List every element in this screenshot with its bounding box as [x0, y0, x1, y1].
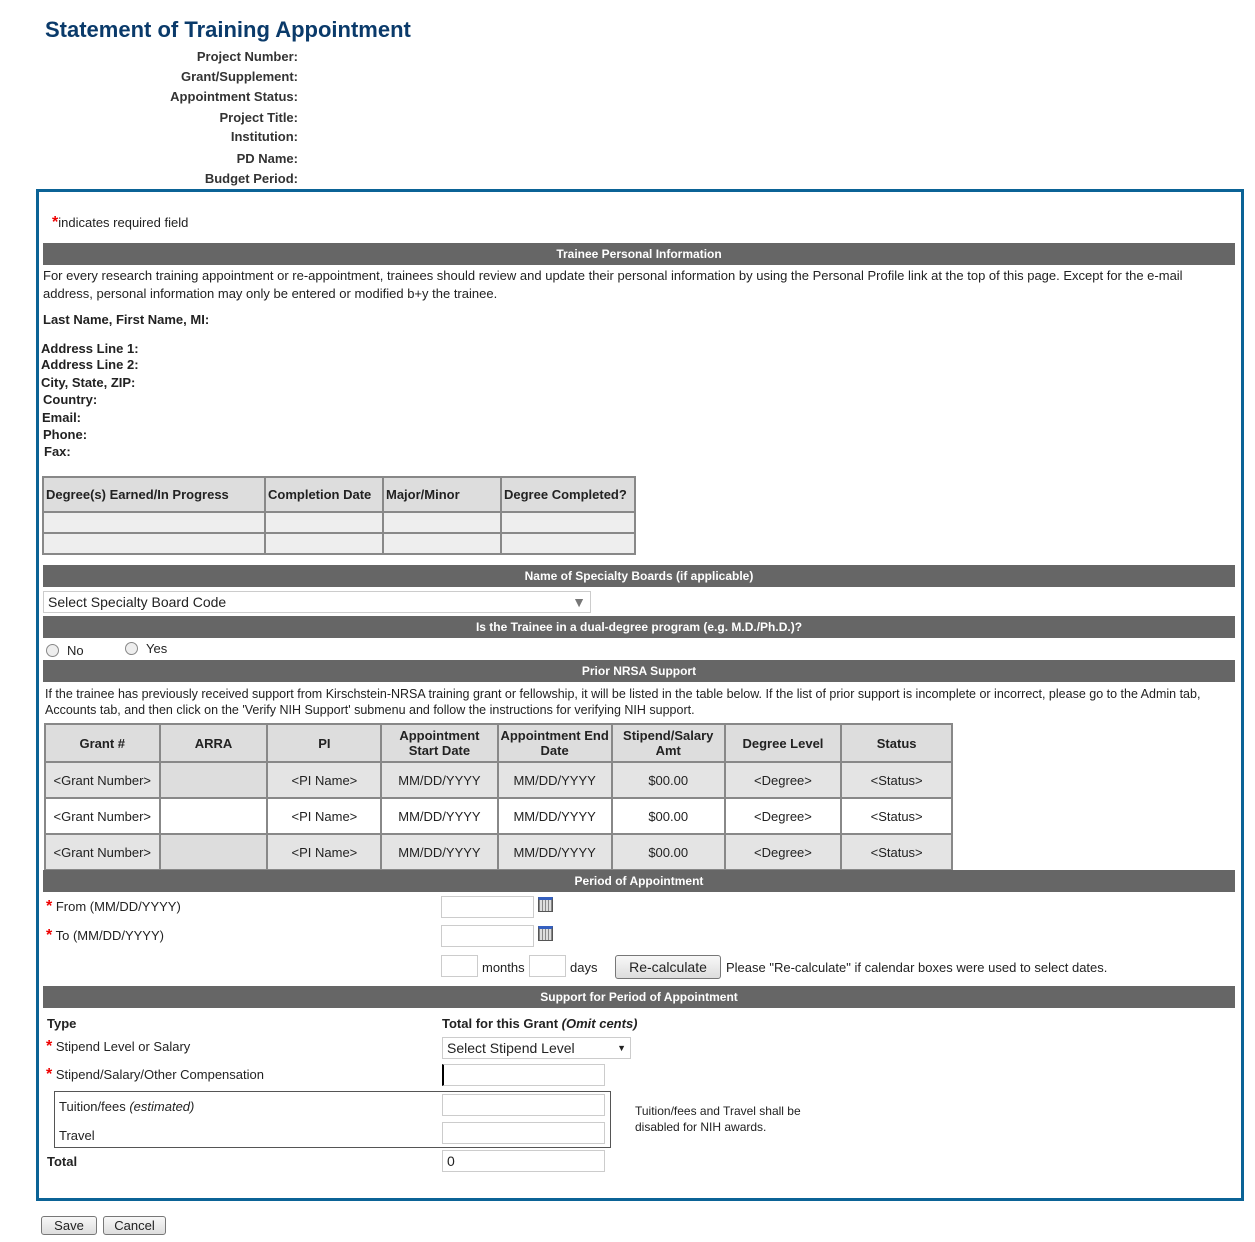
tuition-label: Tuition/fees (estimated): [59, 1099, 195, 1114]
prior-nrsa-table: Grant # ARRA PI Appointment Start Date Appoi…: [44, 723, 953, 871]
form-frame: [36, 189, 1244, 1201]
calendar-icon[interactable]: [538, 897, 553, 912]
table-row: <Grant Number> <PI Name> MM/DD/YYYY MM/DD/Y…: [44, 761, 953, 799]
total-label: Total: [47, 1154, 78, 1169]
table-cell: <Status>: [840, 761, 953, 799]
page-title: Statement of Training Appointment: [45, 17, 411, 42]
table-row: <Grant Number> <PI Name> MM/DD/YYYY MM/DD/Y…: [44, 833, 953, 871]
column-header: Appointment End Date: [496, 723, 613, 763]
column-header: PI: [266, 723, 383, 763]
table-cell: <Degree>: [723, 761, 843, 799]
personal-field-label: Fax:: [44, 444, 71, 459]
header-field-label: Grant/Supplement:: [180, 69, 298, 84]
from-label: * From (MM/DD/YYYY): [46, 898, 181, 915]
section-prior-nrsa: Prior NRSA Support: [43, 660, 1235, 682]
from-date-input[interactable]: [441, 896, 534, 918]
header-field-label: Institution:: [230, 129, 298, 144]
header-field-label: PD Name:: [236, 151, 298, 166]
table-cell: <Grant Number>: [44, 761, 161, 799]
table-cell: [158, 833, 269, 871]
to-date-input[interactable]: [441, 925, 534, 947]
tuition-input[interactable]: [442, 1094, 605, 1116]
travel-input[interactable]: [442, 1122, 605, 1144]
personal-field-label: Address Line 1:: [41, 341, 139, 356]
header-field-label: Budget Period:: [204, 171, 298, 186]
column-header: Status: [840, 723, 953, 763]
tuition-travel-note: Tuition/fees and Travel shall be disable…: [635, 1104, 801, 1134]
save-button[interactable]: Save: [41, 1216, 97, 1235]
table-cell: <Grant Number>: [44, 797, 161, 835]
table-cell: <Status>: [840, 833, 953, 871]
recalc-note: Please "Re-calculate" if calendar boxes …: [726, 960, 1108, 975]
header-field-label: Appointment Status:: [170, 89, 298, 104]
table-cell: $00.00: [610, 833, 726, 871]
personal-field-label: Address Line 2:: [41, 357, 139, 372]
nrsa-intro: If the trainee has previously received s…: [45, 687, 1201, 717]
stipend-level-select[interactable]: Select Stipend Level ▼: [442, 1037, 631, 1059]
section-support: Support for Period of Appointment: [43, 986, 1235, 1008]
tuition-travel-group: [54, 1091, 611, 1148]
to-label: * To (MM/DD/YYYY): [46, 927, 164, 944]
personal-field-label: Email:: [42, 410, 82, 425]
personal-field-label: Phone:: [43, 427, 88, 442]
table-cell: MM/DD/YYYY: [496, 761, 613, 799]
table-header-row: Grant # ARRA PI Appointment Start Date Appoi…: [44, 723, 953, 763]
degrees-table: Degree(s) Earned/In Progress Completion D…: [42, 476, 636, 555]
radio-no[interactable]: [46, 644, 59, 657]
header-field-label: Project Title:: [219, 110, 298, 125]
table-cell: [158, 761, 269, 799]
radio-no-label: No: [67, 643, 84, 658]
recalculate-button[interactable]: Re-calculate: [615, 955, 721, 979]
cancel-button[interactable]: Cancel: [103, 1216, 166, 1235]
compensation-input[interactable]: [442, 1064, 605, 1086]
table-cell: <PI Name>: [266, 761, 383, 799]
header-field-label: Project Number:: [196, 49, 298, 64]
section-dual-degree: Is the Trainee in a dual-degree program …: [43, 616, 1235, 638]
calendar-icon[interactable]: [538, 926, 553, 941]
type-header: Type: [47, 1016, 77, 1031]
dropdown-arrow-icon: ▼: [572, 594, 586, 610]
days-label: days: [570, 960, 598, 975]
compensation-label: * Stipend/Salary/Other Compensation: [46, 1066, 264, 1083]
section-personal: Trainee Personal Information: [43, 243, 1235, 265]
table-cell: MM/DD/YYYY: [496, 833, 613, 871]
days-input[interactable]: [529, 955, 566, 977]
column-header: Stipend/Salary Amt: [610, 723, 726, 763]
total-input: 0: [442, 1150, 605, 1172]
column-header: Appointment Start Date: [380, 723, 499, 763]
column-header: Grant #: [44, 723, 161, 763]
dropdown-arrow-icon: ▼: [617, 1043, 626, 1053]
section-period: Period of Appointment: [43, 870, 1235, 892]
table-cell: $00.00: [610, 761, 726, 799]
table-cell: MM/DD/YYYY: [380, 797, 499, 835]
column-header: Degree Level: [723, 723, 843, 763]
specialty-board-select[interactable]: Select Specialty Board Code ▼: [43, 591, 591, 613]
table-cell: <PI Name>: [266, 797, 383, 835]
required-note: *indicates required field: [52, 214, 189, 231]
table-cell: MM/DD/YYYY: [380, 833, 499, 871]
table-cell: [158, 797, 269, 835]
stipend-level-label: * Stipend Level or Salary: [46, 1038, 191, 1055]
table-cell: $00.00: [610, 797, 726, 835]
section-specialty: Name of Specialty Boards (if applicable): [43, 565, 1235, 587]
months-label: months: [482, 960, 525, 975]
travel-label: Travel: [59, 1128, 95, 1143]
table-cell: <Degree>: [723, 833, 843, 871]
table-cell: <Status>: [840, 797, 953, 835]
table-row: <Grant Number> <PI Name> MM/DD/YYYY MM/DD/Y…: [44, 797, 953, 835]
months-input[interactable]: [441, 955, 478, 977]
radio-yes[interactable]: [125, 642, 138, 655]
radio-yes-label: Yes: [146, 641, 168, 656]
table-cell: <Grant Number>: [44, 833, 161, 871]
table-cell: MM/DD/YYYY: [496, 797, 613, 835]
total-header: Total for this Grant (Omit cents): [442, 1016, 638, 1031]
column-header: ARRA: [158, 723, 269, 763]
name-label: Last Name, First Name, MI:: [43, 312, 210, 327]
table-cell: <PI Name>: [266, 833, 383, 871]
table-cell: <Degree>: [723, 797, 843, 835]
table-cell: MM/DD/YYYY: [380, 761, 499, 799]
personal-intro: For every research training appointment …: [43, 268, 1183, 301]
personal-field-label: City, State, ZIP:: [41, 375, 136, 390]
personal-field-label: Country:: [43, 392, 98, 407]
